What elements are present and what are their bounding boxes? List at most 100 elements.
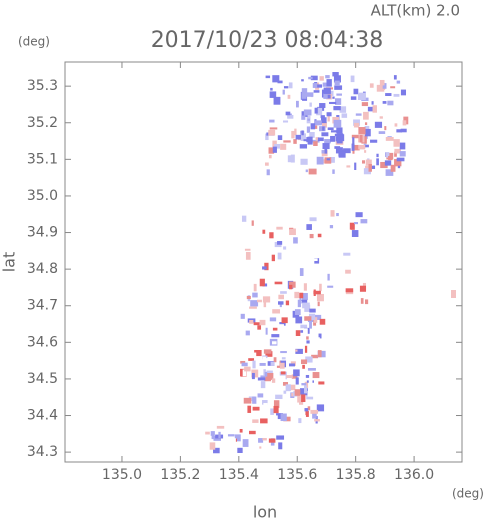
echo-cell xyxy=(231,438,236,443)
echo-cell xyxy=(271,254,275,262)
echo-cell xyxy=(291,374,298,379)
echo-cell xyxy=(299,388,308,396)
echo-cell xyxy=(259,319,266,326)
echo-cell xyxy=(336,127,343,134)
echo-cell xyxy=(248,358,255,361)
echo-cell xyxy=(280,351,287,354)
echo-cell xyxy=(289,228,296,236)
echo-cell xyxy=(301,79,304,82)
echo-cell xyxy=(317,350,322,358)
echo-cell xyxy=(396,80,401,84)
echo-cell xyxy=(257,299,262,303)
echo-cell xyxy=(382,83,387,89)
echo-cell xyxy=(380,161,388,169)
echo-cell xyxy=(306,92,314,97)
echo-cell xyxy=(360,219,368,224)
echo-cell xyxy=(227,434,235,437)
echo-cell xyxy=(326,79,332,87)
echo-cell xyxy=(283,390,287,394)
echo-cell xyxy=(341,298,347,305)
echo-cell xyxy=(306,395,314,400)
echo-cell xyxy=(244,248,251,251)
echo-cell xyxy=(294,291,300,299)
chart-title: 2017/10/23 08:04:38 xyxy=(151,28,384,53)
echo-cell xyxy=(364,122,368,125)
echo-cell xyxy=(324,157,332,164)
y-tick-label: 35.0 xyxy=(27,188,58,204)
echo-cell xyxy=(233,428,239,434)
echo-cell xyxy=(316,107,323,116)
echo-cell xyxy=(309,332,316,341)
echo-cell xyxy=(265,351,273,357)
echo-cell xyxy=(374,121,383,128)
echo-cell xyxy=(282,381,289,386)
echo-cell xyxy=(295,349,298,352)
echo-cell xyxy=(312,372,320,379)
echo-cell xyxy=(399,151,406,157)
echo-cell xyxy=(240,296,248,304)
echo-cell xyxy=(361,102,369,107)
echo-cell xyxy=(307,118,311,121)
echo-cell xyxy=(307,390,316,397)
echo-cell xyxy=(309,132,315,138)
echo-cell xyxy=(378,131,386,134)
echo-cell xyxy=(301,88,308,95)
echo-cell xyxy=(288,281,296,288)
echo-cell xyxy=(332,96,335,99)
echo-cell xyxy=(325,75,330,79)
echo-cell xyxy=(280,228,287,235)
echo-cell xyxy=(359,228,367,237)
echo-cell xyxy=(343,148,351,154)
echo-cell xyxy=(249,319,254,324)
echo-cell xyxy=(301,92,307,99)
echo-cell xyxy=(278,294,284,300)
echo-cell xyxy=(327,273,330,281)
echo-cell xyxy=(287,363,293,372)
echo-cell xyxy=(272,327,278,331)
echo-cell xyxy=(268,147,275,154)
echo-cell xyxy=(329,156,335,163)
echo-cell xyxy=(384,160,392,166)
echo-cell xyxy=(270,408,274,415)
echo-cell xyxy=(321,159,328,164)
echo-cell xyxy=(240,425,243,431)
echo-cell xyxy=(281,426,287,433)
echo-cell xyxy=(346,165,351,168)
echo-cell xyxy=(333,75,341,83)
echo-cell xyxy=(306,340,310,344)
echo-cell xyxy=(294,128,297,136)
echo-cell xyxy=(364,150,367,153)
echo-cell xyxy=(317,233,322,238)
echo-cell xyxy=(252,396,257,404)
echo-cell xyxy=(451,290,456,298)
echo-cell xyxy=(327,116,330,122)
echo-cell xyxy=(299,296,302,301)
echo-cell xyxy=(293,369,300,377)
echo-cell xyxy=(279,371,287,380)
echo-cell xyxy=(316,293,324,302)
echo-cell xyxy=(251,220,254,226)
echo-cell xyxy=(327,127,334,131)
echo-cell xyxy=(400,128,407,133)
echo-cell xyxy=(334,85,343,90)
echo-cell xyxy=(299,268,304,276)
echo-cell xyxy=(305,374,310,378)
echo-cell xyxy=(260,375,266,379)
echo-cell xyxy=(336,93,342,96)
echo-cell xyxy=(394,148,401,154)
echo-cell xyxy=(290,384,296,391)
echo-cell xyxy=(359,134,363,143)
echo-cell xyxy=(263,403,268,409)
echo-cell xyxy=(322,143,330,150)
echo-cell xyxy=(271,378,276,383)
radar-echoes xyxy=(205,72,456,454)
echo-cell xyxy=(402,120,407,126)
echo-cell xyxy=(249,352,257,357)
echo-cell xyxy=(396,129,403,133)
echo-cell xyxy=(304,316,312,321)
echo-cell xyxy=(248,396,255,402)
y-tick-label: 34.4 xyxy=(27,408,58,424)
echo-cell xyxy=(298,418,302,424)
echo-cell xyxy=(242,369,247,377)
